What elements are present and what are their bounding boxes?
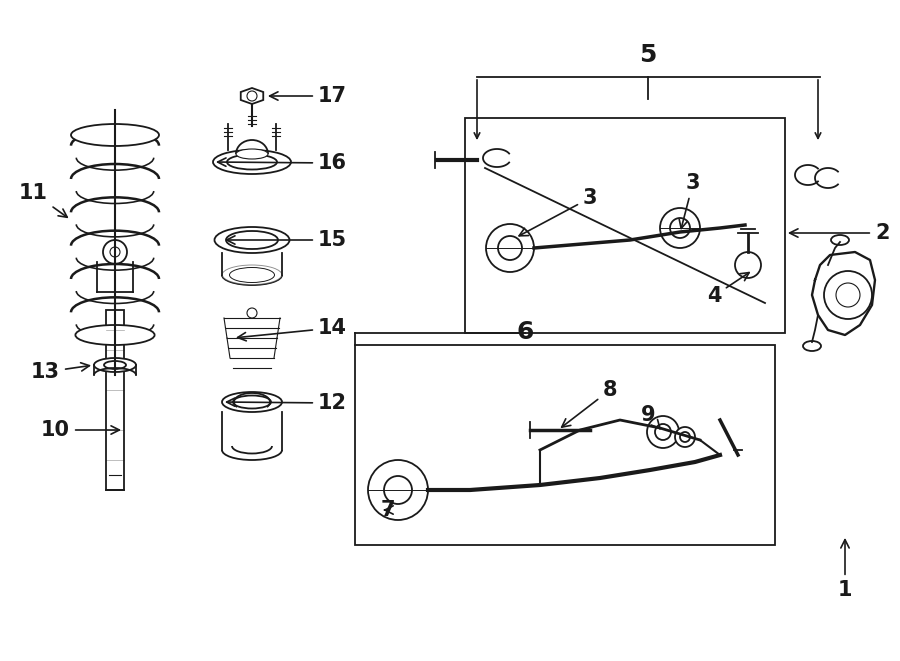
Text: 13: 13 — [31, 362, 89, 382]
Bar — [355, 345, 775, 545]
Circle shape — [247, 91, 257, 101]
Text: 1: 1 — [838, 539, 852, 600]
Text: 10: 10 — [41, 420, 120, 440]
Circle shape — [824, 271, 872, 319]
Circle shape — [675, 427, 695, 447]
Text: 12: 12 — [227, 393, 347, 413]
Text: 8: 8 — [562, 380, 617, 427]
Ellipse shape — [236, 149, 268, 159]
Ellipse shape — [227, 155, 277, 169]
Circle shape — [110, 247, 120, 257]
Text: 7: 7 — [381, 500, 395, 520]
Text: 16: 16 — [218, 153, 347, 173]
Ellipse shape — [831, 235, 849, 245]
Text: 17: 17 — [270, 86, 347, 106]
Circle shape — [660, 208, 700, 248]
Polygon shape — [240, 88, 264, 104]
Circle shape — [655, 424, 671, 440]
Ellipse shape — [222, 392, 282, 412]
Text: 4: 4 — [706, 272, 749, 306]
Text: 3: 3 — [680, 173, 700, 229]
Circle shape — [486, 224, 534, 272]
Ellipse shape — [226, 231, 278, 249]
Ellipse shape — [213, 150, 291, 174]
Ellipse shape — [214, 227, 290, 253]
Bar — [465, 118, 785, 333]
Ellipse shape — [222, 265, 282, 285]
Ellipse shape — [233, 395, 271, 408]
Ellipse shape — [104, 361, 126, 369]
Text: 2: 2 — [789, 223, 889, 243]
Text: 5: 5 — [639, 43, 657, 67]
Circle shape — [647, 416, 679, 448]
Bar — [106, 310, 124, 490]
Circle shape — [368, 460, 428, 520]
Circle shape — [836, 283, 860, 307]
Ellipse shape — [94, 358, 136, 372]
Circle shape — [735, 252, 761, 278]
Circle shape — [670, 218, 690, 238]
Circle shape — [384, 476, 412, 504]
Circle shape — [103, 240, 127, 264]
Circle shape — [498, 236, 522, 260]
Ellipse shape — [230, 268, 274, 282]
Text: 9: 9 — [641, 405, 661, 429]
Ellipse shape — [76, 325, 155, 345]
Text: 11: 11 — [19, 183, 68, 217]
Text: 6: 6 — [517, 320, 534, 344]
Text: 15: 15 — [227, 230, 347, 250]
Text: 14: 14 — [238, 318, 347, 341]
Text: 3: 3 — [519, 188, 598, 236]
Ellipse shape — [803, 341, 821, 351]
Circle shape — [247, 308, 257, 318]
Ellipse shape — [71, 124, 159, 146]
Circle shape — [680, 432, 690, 442]
